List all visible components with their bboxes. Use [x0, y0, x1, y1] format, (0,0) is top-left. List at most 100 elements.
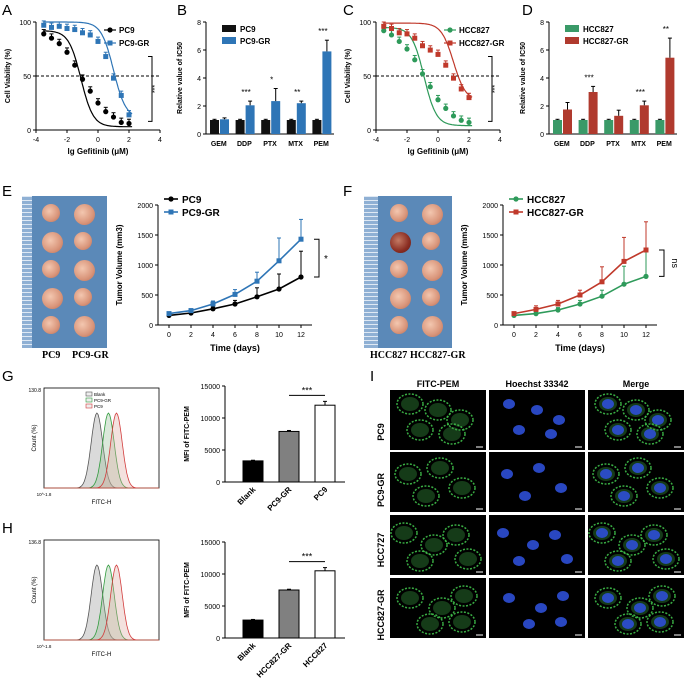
legend-marker: [168, 196, 174, 202]
tumor: [390, 232, 411, 253]
tumor: [74, 260, 95, 281]
cell-nucleus: [503, 593, 515, 603]
microscopy-image: [588, 578, 684, 638]
photo-e-label-pc9: PC9: [42, 350, 61, 361]
data-point: [443, 62, 449, 68]
data-point: [381, 28, 387, 34]
cell-nucleus: [644, 429, 656, 439]
cell-nucleus: [622, 619, 634, 629]
data-point: [276, 286, 282, 292]
category-label: PC9-GR: [266, 485, 294, 513]
chart-d: 0 2 4 6 8 Relative value of IC50 GEM DDP *** PTX M…: [520, 20, 677, 148]
data-point: [72, 27, 78, 33]
category-label: Blank: [236, 641, 258, 663]
cell-nucleus: [612, 556, 624, 566]
microscopy-cells: [396, 393, 483, 448]
x-tick-label: 4: [556, 332, 560, 339]
cell-nucleus: [656, 591, 668, 601]
panel-label-h: H: [2, 520, 13, 537]
legend-label: PC9: [94, 404, 103, 409]
legend-swatch: [222, 37, 236, 44]
cell-nucleus: [545, 429, 557, 439]
y-tick-label: 4: [197, 76, 201, 83]
legend-label: Blank: [94, 392, 106, 397]
cell-cytoplasm: [411, 423, 429, 437]
legend-marker: [107, 40, 113, 46]
cell-membrane: [426, 457, 454, 479]
panel-label-c: C: [343, 2, 354, 19]
legend-label: PC9-GR: [182, 208, 221, 219]
category-label: PEM: [314, 141, 329, 148]
data-point: [64, 49, 70, 55]
category-label: MTX: [631, 141, 646, 148]
significance-marker: **: [663, 25, 669, 34]
data-point: [643, 247, 649, 253]
cell-nucleus: [523, 619, 535, 629]
data-point: [188, 308, 194, 314]
bar: [220, 119, 229, 134]
data-point: [56, 41, 62, 47]
y-axis-label: Tumor Volume (mm3): [115, 224, 124, 305]
panel-label-i: I: [370, 368, 375, 385]
micro-col-header-merge: Merge: [622, 379, 650, 389]
microscopy-cells: [390, 522, 483, 573]
microscopy-image: [489, 390, 585, 450]
y-tick-label: 1000: [482, 263, 498, 270]
bar: [261, 120, 271, 134]
y-tick-label: 0: [216, 480, 220, 487]
photo-f-label-hcc827: HCC827: [370, 350, 408, 361]
cell-membrane: [640, 524, 668, 546]
y-tick-label: 4: [540, 76, 544, 83]
bar: [604, 120, 614, 134]
cell-cytoplasm: [401, 591, 419, 605]
x-min-label: 10^-1.8: [37, 644, 52, 649]
cell-membrane: [442, 524, 470, 546]
cell-nucleus: [513, 425, 525, 435]
panel-label-d: D: [522, 2, 533, 19]
data-point: [404, 46, 410, 52]
category-label: HCC827-GR: [255, 641, 294, 678]
chart-a: -4 -2 0 2 4 0 50 100 Cell Viability (%) lg Gefiti…: [5, 20, 162, 156]
bar: [271, 101, 281, 134]
category-label: PEM: [657, 141, 672, 148]
y-tick-label: 0: [197, 132, 201, 139]
data-point: [419, 71, 426, 77]
bar: [314, 570, 336, 639]
cell-nucleus: [557, 591, 569, 601]
cell-membrane: [652, 548, 680, 570]
microscopy-cells: [497, 528, 582, 573]
bar: [578, 120, 588, 134]
microscopy-image: [489, 515, 585, 575]
cell-nucleus: [600, 469, 612, 479]
data-point: [72, 62, 78, 68]
significance-marker: ns: [670, 258, 680, 268]
cell-cytoplasm: [447, 528, 465, 542]
cell-nucleus: [555, 483, 567, 493]
bar: [639, 105, 649, 134]
legend-label: PC9: [182, 195, 202, 206]
y-max-label: 136.8: [28, 540, 41, 546]
legend-label: PC9-GR: [119, 39, 149, 48]
cell-membrane: [454, 548, 482, 570]
cell-cytoplasm: [459, 552, 477, 566]
cell-nucleus: [626, 540, 638, 550]
significance-marker: ***: [318, 27, 327, 36]
histogram-frame: [43, 539, 160, 641]
y-tick-label: 1500: [482, 233, 498, 240]
cell-nucleus: [618, 491, 630, 501]
cell-nucleus: [652, 415, 664, 425]
cell-cytoplasm: [417, 489, 435, 503]
y-tick-label: 6: [540, 48, 544, 55]
bar: [563, 109, 572, 134]
tumor: [390, 316, 408, 334]
x-tick-label: 2: [467, 137, 471, 144]
y-tick-label: 10000: [201, 416, 221, 423]
histogram-peak: [44, 412, 159, 489]
cell-nucleus: [501, 469, 513, 479]
significance-marker: *: [270, 76, 273, 85]
legend-label: HCC827-GR: [527, 208, 584, 219]
significance-marker: ***: [302, 552, 313, 562]
x-tick-label: 12: [642, 332, 650, 339]
y-axis-label: Count (%): [32, 424, 38, 451]
